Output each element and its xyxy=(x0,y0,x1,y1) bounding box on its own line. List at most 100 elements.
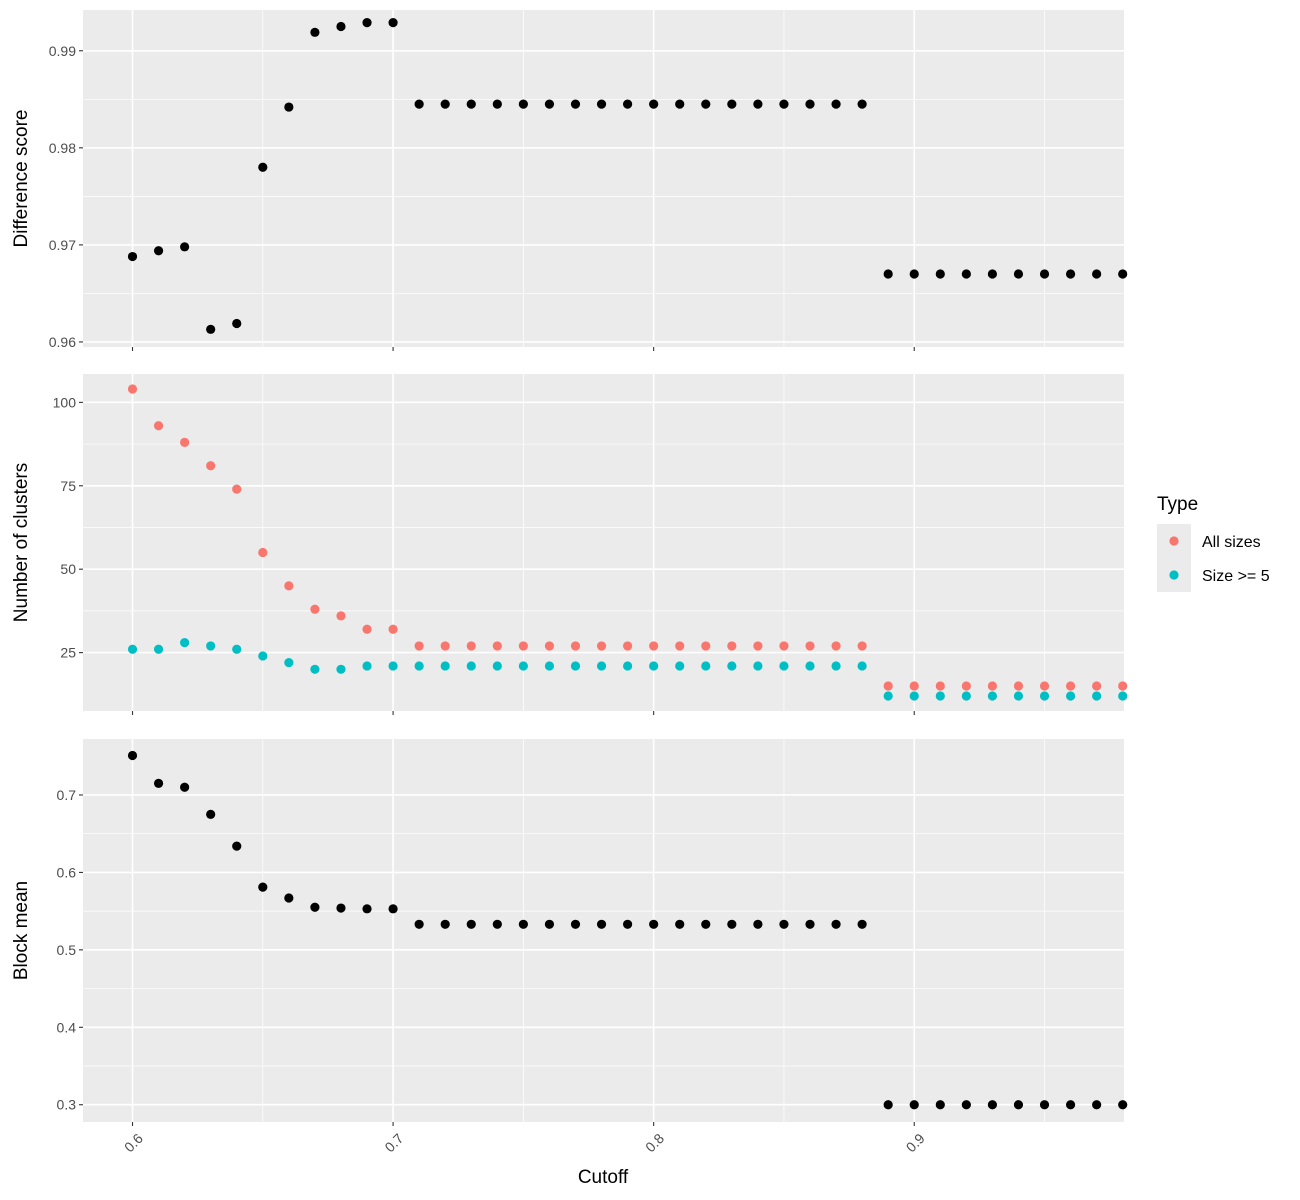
data-point xyxy=(232,318,242,329)
data-point xyxy=(857,99,867,109)
data-point xyxy=(779,661,789,671)
data-point xyxy=(909,269,919,279)
data-point xyxy=(831,919,841,929)
data-point xyxy=(857,641,867,651)
data-point xyxy=(466,661,476,671)
data-point xyxy=(727,919,737,929)
data-point xyxy=(753,661,763,671)
y-tick-label: 0.7 xyxy=(57,787,77,803)
data-point xyxy=(1065,691,1076,701)
data-point xyxy=(909,691,919,701)
data-point xyxy=(362,904,372,914)
data-point xyxy=(675,661,685,671)
data-point xyxy=(206,641,216,651)
data-point xyxy=(310,664,320,674)
data-point xyxy=(805,641,815,651)
data-point xyxy=(362,18,372,28)
data-point xyxy=(388,624,398,634)
data-point xyxy=(284,658,294,668)
data-point xyxy=(805,919,815,929)
data-point xyxy=(753,919,763,929)
data-point xyxy=(544,99,555,109)
data-point xyxy=(570,641,581,651)
data-point xyxy=(935,1100,945,1110)
data-point xyxy=(623,99,633,109)
data-point xyxy=(857,919,867,929)
data-point xyxy=(440,641,450,651)
data-point xyxy=(258,162,268,172)
data-point xyxy=(544,641,555,651)
data-point xyxy=(518,919,528,929)
data-point xyxy=(961,269,971,279)
data-point xyxy=(883,269,893,279)
data-point xyxy=(388,18,398,28)
data-point xyxy=(649,641,659,651)
legend-key-size-5 xyxy=(1169,570,1179,580)
data-point xyxy=(596,99,607,109)
y-tick-label: 25 xyxy=(60,645,76,661)
data-point xyxy=(153,421,164,431)
data-point xyxy=(570,661,581,671)
data-point xyxy=(414,919,424,929)
data-point xyxy=(284,893,294,903)
series-1 xyxy=(127,750,1128,1110)
data-point xyxy=(753,641,763,651)
data-point xyxy=(258,547,268,558)
data-point xyxy=(779,919,789,929)
data-point xyxy=(127,750,138,761)
y-axis-title: Block mean xyxy=(11,881,32,980)
data-point xyxy=(544,661,555,671)
data-point xyxy=(127,384,138,394)
data-point xyxy=(1065,1100,1076,1110)
data-point xyxy=(1118,269,1128,279)
data-point xyxy=(831,641,841,651)
data-point xyxy=(649,99,659,109)
data-point xyxy=(753,99,763,109)
data-point xyxy=(1013,1100,1024,1110)
data-point xyxy=(1065,269,1076,279)
data-point xyxy=(1118,1100,1128,1110)
data-point xyxy=(805,99,815,109)
data-point xyxy=(440,99,450,109)
data-point xyxy=(440,919,450,929)
data-point xyxy=(987,269,998,279)
data-point xyxy=(518,661,528,671)
data-point xyxy=(466,99,476,109)
data-point xyxy=(623,641,633,651)
data-point xyxy=(883,681,893,691)
data-point xyxy=(1013,681,1024,691)
y-tick-label: 0.3 xyxy=(57,1097,77,1113)
data-point xyxy=(596,641,607,651)
data-point xyxy=(127,251,138,262)
data-point xyxy=(623,661,633,671)
y-axis-title: Difference score xyxy=(11,110,32,248)
data-point xyxy=(935,269,945,279)
series-2 xyxy=(127,637,1128,701)
data-point xyxy=(805,661,815,671)
data-point xyxy=(1039,691,1050,701)
data-point xyxy=(779,641,789,651)
y-tick-label: 0.5 xyxy=(57,942,77,958)
data-point xyxy=(284,581,294,591)
data-point xyxy=(649,919,659,929)
data-point xyxy=(909,681,919,691)
data-point xyxy=(831,661,841,671)
panel-background xyxy=(83,374,1124,711)
legend-label-size-5: Size >= 5 xyxy=(1202,568,1270,585)
data-point xyxy=(831,99,841,109)
panel-background xyxy=(83,10,1124,347)
data-point xyxy=(727,99,737,109)
data-point xyxy=(727,641,737,651)
data-point xyxy=(336,664,346,674)
data-point xyxy=(544,919,555,929)
panel-2: 25 50 75 100 Number of clusters xyxy=(11,374,1128,715)
data-point xyxy=(414,661,424,671)
panel-3: 0.3 0.4 0.5 0.6 0.7 Block mean xyxy=(11,739,1128,1126)
data-point xyxy=(675,919,685,929)
data-point xyxy=(596,919,607,929)
y-tick-label: 0.97 xyxy=(49,237,76,253)
data-point xyxy=(310,604,320,614)
legend: Type All sizes Size >= 5 xyxy=(1157,494,1270,592)
data-point xyxy=(518,641,528,651)
